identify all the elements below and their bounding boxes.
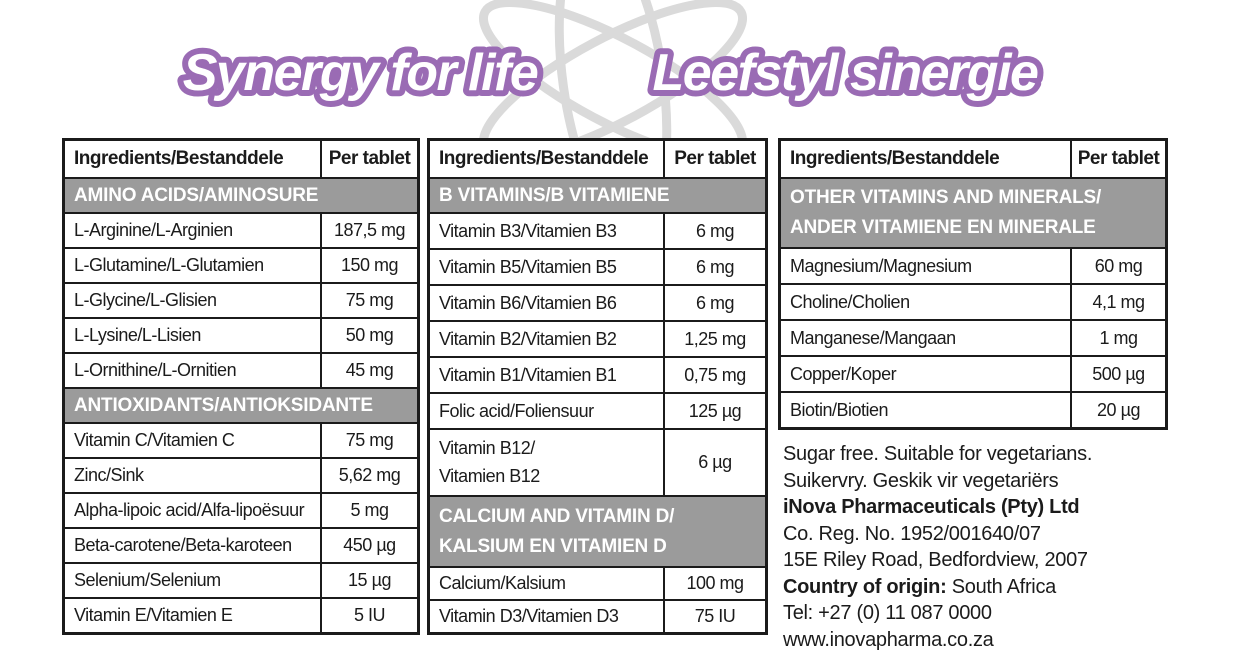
table-row: Copper/Koper 500 µg (781, 355, 1165, 391)
company-registration: Co. Reg. No. 1952/001640/07 (783, 522, 1041, 545)
section-header-b-vitamins: B VITAMINS/B VITAMIENE (430, 177, 765, 212)
country-of-origin: Country of origin: South Africa (783, 574, 1203, 601)
table-row: L-Glycine/L-Glisien 75 mg (65, 282, 417, 317)
section-header-antioxidants: ANTIOXIDANTS/ANTIOKSIDANTE (65, 387, 417, 422)
ingredients-table-bvitamins-calcium: Ingredients/Bestanddele Per tablet B VIT… (427, 138, 768, 635)
company-address: 15E Riley Road, Bedfordview, 2007 (783, 549, 1088, 571)
headline-afrikaans: Leefstyl sinergie (647, 38, 1045, 108)
table-row: Vitamin B5/Vitamien B5 6 mg (430, 248, 765, 284)
company-name: iNova Pharmaceuticals (Pty) Ltd (783, 496, 1080, 518)
table-row: L-Ornithine/L-Ornitien 45 mg (65, 352, 417, 387)
col-header-per-tablet: Per tablet (674, 148, 756, 169)
table-row: Choline/Cholien 4,1 mg (781, 283, 1165, 319)
table-row: Selenium/Selenium 15 µg (65, 562, 417, 597)
table-row: L-Lysine/L-Lisien 50 mg (65, 317, 417, 352)
company-info-block: Sugar free. Suitable for vegetarians. Su… (783, 441, 1203, 653)
website-url: www.inovapharma.co.za (783, 628, 994, 651)
table-row: Alpha-lipoic acid/Alfa-lipoësuur 5 mg (65, 492, 417, 527)
table-row: Manganese/Mangaan 1 mg (781, 319, 1165, 355)
table-row: Magnesium/Magnesium 60 mg (781, 247, 1165, 283)
col-header-per-tablet: Per tablet (328, 148, 411, 169)
col-header-ingredients: Ingredients/Bestanddele (430, 141, 665, 177)
section-header-calcium-vitamin-d: CALCIUM AND VITAMIN D/ KALSIUM EN VITAMI… (430, 495, 765, 566)
table-row: Vitamin D3/Vitamien D3 75 IU (430, 599, 765, 632)
sugar-free-note: Sugar free. Suitable for vegetarians. (783, 443, 1093, 465)
country-of-origin-label: Country of origin: (783, 575, 947, 598)
headline-english: Synergy for life (177, 38, 546, 108)
table-row: Vitamin B3/Vitamien B3 6 mg (430, 212, 765, 248)
section-header-other-vitamins-minerals: OTHER VITAMINS AND MINERALS/ ANDER VITAM… (781, 177, 1165, 247)
table-row: Vitamin B1/Vitamien B1 0,75 mg (430, 356, 765, 392)
sugar-free-note-afrikaans: Suikervry. Geskik vir vegetariërs (783, 469, 1059, 492)
table-row: Beta-carotene/Beta-karoteen 450 µg (65, 527, 417, 562)
ingredients-table-amino-antioxidants: Ingredients/Bestanddele Per tablet AMINO… (62, 138, 420, 635)
table-row: Zinc/Sink 5,62 mg (65, 457, 417, 492)
table-row: Biotin/Biotien 20 µg (781, 391, 1165, 427)
table-row: Vitamin B6/Vitamien B6 6 mg (430, 284, 765, 320)
table-header-row: Ingredients/Bestanddele Per tablet (781, 141, 1165, 177)
table-row: Vitamin B2/Vitamien B2 1,25 mg (430, 320, 765, 356)
country-of-origin-value: South Africa (946, 575, 1057, 598)
table-row: Calcium/Kalsium 100 mg (430, 566, 765, 599)
col-header-ingredients: Ingredients/Bestanddele (65, 141, 322, 177)
table-header-row: Ingredients/Bestanddele Per tablet (430, 141, 765, 177)
ingredients-table-other-vitamins-minerals: Ingredients/Bestanddele Per tablet OTHER… (778, 138, 1168, 430)
table-row: Vitamin C/Vitamien C 75 mg (65, 422, 417, 457)
table-row-vitamin-b12: Vitamin B12/ Vitamien B12 6 µg (430, 428, 765, 495)
headline-english-text: Synergy for life (183, 44, 538, 102)
phone-number: Tel: +27 (0) 11 087 0000 (783, 602, 992, 624)
table-row: L-Glutamine/L-Glutamien 150 mg (65, 247, 417, 282)
section-header-amino-acids: AMINO ACIDS/AMINOSURE (65, 177, 417, 212)
table-row: L-Arginine/L-Arginien 187,5 mg (65, 212, 417, 247)
table-row: Folic acid/Foliensuur 125 µg (430, 392, 765, 428)
table-header-row: Ingredients/Bestanddele Per tablet (65, 141, 417, 177)
table-row: Vitamin E/Vitamien E 5 IU (65, 597, 417, 632)
col-header-per-tablet: Per tablet (1077, 148, 1160, 169)
atom-orbits-icon (478, 0, 748, 146)
col-header-ingredients: Ingredients/Bestanddele (781, 141, 1072, 177)
headline-afrikaans-text: Leefstyl sinergie (653, 44, 1038, 102)
